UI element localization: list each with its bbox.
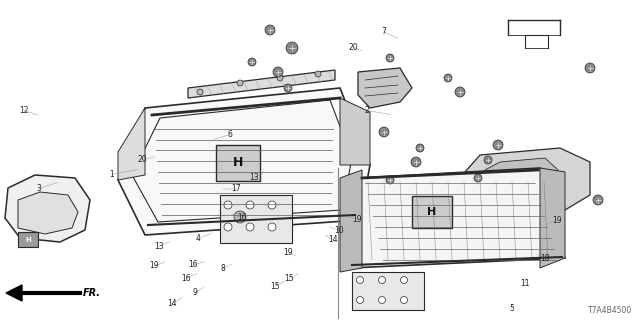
- Polygon shape: [118, 88, 370, 235]
- Text: 13: 13: [249, 173, 259, 182]
- Text: 4: 4: [196, 234, 201, 243]
- Circle shape: [224, 201, 232, 209]
- Polygon shape: [350, 168, 565, 268]
- Circle shape: [379, 127, 389, 137]
- Circle shape: [455, 87, 465, 97]
- Text: FR.: FR.: [83, 288, 101, 298]
- Text: 17: 17: [230, 184, 241, 193]
- Circle shape: [527, 185, 533, 191]
- Polygon shape: [5, 175, 90, 242]
- Circle shape: [197, 89, 203, 95]
- Circle shape: [286, 42, 298, 54]
- Text: 20: 20: [137, 156, 147, 164]
- FancyBboxPatch shape: [18, 232, 38, 247]
- Circle shape: [356, 297, 364, 303]
- Polygon shape: [465, 148, 590, 215]
- Text: 18: 18: [541, 254, 550, 263]
- Text: H: H: [428, 207, 436, 217]
- Circle shape: [386, 54, 394, 62]
- Circle shape: [268, 223, 276, 231]
- Circle shape: [593, 195, 603, 205]
- Text: 2: 2: [364, 106, 369, 115]
- FancyBboxPatch shape: [216, 145, 260, 181]
- Text: 19: 19: [352, 215, 362, 224]
- Text: 20: 20: [348, 43, 358, 52]
- Text: 1: 1: [109, 170, 115, 179]
- Circle shape: [444, 74, 452, 82]
- Circle shape: [268, 201, 276, 209]
- Circle shape: [246, 201, 254, 209]
- Circle shape: [507, 172, 513, 178]
- Text: 9: 9: [193, 288, 198, 297]
- Circle shape: [224, 223, 232, 231]
- Text: 13: 13: [154, 242, 164, 251]
- Circle shape: [273, 67, 283, 77]
- Text: 16: 16: [237, 213, 247, 222]
- Text: 14: 14: [166, 300, 177, 308]
- Circle shape: [248, 58, 256, 66]
- Circle shape: [493, 140, 503, 150]
- Polygon shape: [340, 170, 362, 272]
- FancyBboxPatch shape: [220, 195, 292, 243]
- Circle shape: [527, 169, 533, 175]
- Text: 19: 19: [283, 248, 293, 257]
- Text: 19: 19: [552, 216, 562, 225]
- Circle shape: [416, 144, 424, 152]
- Circle shape: [237, 80, 243, 86]
- Text: 8: 8: [220, 264, 225, 273]
- Polygon shape: [18, 192, 78, 234]
- Text: 11: 11: [520, 279, 529, 288]
- Circle shape: [265, 25, 275, 35]
- FancyBboxPatch shape: [412, 196, 452, 228]
- Circle shape: [356, 276, 364, 284]
- Circle shape: [246, 223, 254, 231]
- Circle shape: [411, 157, 421, 167]
- Text: 19: 19: [148, 261, 159, 270]
- Polygon shape: [485, 158, 558, 198]
- Polygon shape: [358, 68, 412, 108]
- Circle shape: [585, 63, 595, 73]
- FancyBboxPatch shape: [352, 272, 424, 310]
- Circle shape: [315, 71, 321, 77]
- Circle shape: [484, 156, 492, 164]
- Circle shape: [474, 174, 482, 182]
- Text: 5: 5: [509, 304, 515, 313]
- Text: H: H: [233, 156, 243, 170]
- Circle shape: [284, 84, 292, 92]
- Circle shape: [234, 211, 246, 223]
- Text: 3: 3: [36, 184, 41, 193]
- Circle shape: [401, 276, 408, 284]
- Text: H: H: [25, 237, 31, 243]
- Text: 7: 7: [381, 28, 387, 36]
- Polygon shape: [6, 285, 22, 301]
- Text: 10: 10: [334, 226, 344, 235]
- Text: 6: 6: [228, 130, 233, 139]
- Circle shape: [386, 176, 394, 184]
- Polygon shape: [188, 70, 335, 98]
- Circle shape: [401, 297, 408, 303]
- Polygon shape: [340, 98, 370, 165]
- Text: 16: 16: [180, 274, 191, 283]
- Text: T7A4B4500: T7A4B4500: [588, 306, 632, 315]
- Polygon shape: [540, 168, 565, 268]
- Circle shape: [378, 297, 385, 303]
- Circle shape: [378, 276, 385, 284]
- Text: 12: 12: [20, 106, 29, 115]
- Circle shape: [277, 75, 283, 81]
- Text: 14: 14: [328, 235, 338, 244]
- Text: 15: 15: [284, 274, 294, 283]
- Text: 15: 15: [270, 282, 280, 291]
- Polygon shape: [118, 108, 145, 180]
- Text: 16: 16: [188, 260, 198, 269]
- Circle shape: [507, 187, 513, 193]
